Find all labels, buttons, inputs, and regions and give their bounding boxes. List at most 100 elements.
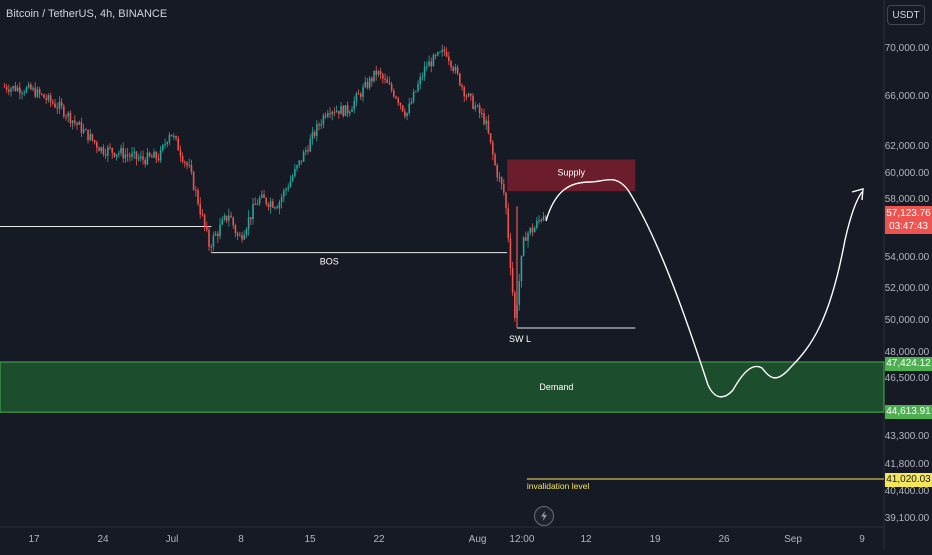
candle-up xyxy=(16,87,19,91)
demand-top-price: 47,424.12 xyxy=(886,358,931,369)
projection-arrowhead xyxy=(851,188,864,201)
candle-up xyxy=(355,93,358,101)
candle-down xyxy=(397,98,400,104)
candle-down xyxy=(465,96,468,98)
candle-down xyxy=(217,233,219,237)
x-tick-label: 17 xyxy=(28,534,40,545)
candle-up xyxy=(118,153,120,155)
last-price-value: 57,123.76 xyxy=(886,208,931,219)
candle-down xyxy=(104,153,107,156)
candle-up xyxy=(115,154,118,157)
candle-down xyxy=(404,111,406,117)
lightning-icon[interactable] xyxy=(534,506,554,526)
candle-down xyxy=(38,89,41,94)
candle-up xyxy=(421,76,424,78)
candle-down xyxy=(3,86,6,88)
candle-down xyxy=(184,161,186,163)
candle-up xyxy=(245,229,248,235)
candle-down xyxy=(155,152,158,159)
candle-down xyxy=(346,105,349,114)
candle-up xyxy=(256,203,259,205)
x-tick-label: 12:00 xyxy=(509,534,534,545)
candle-up xyxy=(212,235,215,248)
currency-selector[interactable]: USDT xyxy=(887,5,925,25)
candle-up xyxy=(368,78,371,88)
x-tick-label: 12 xyxy=(580,534,592,545)
candle-down xyxy=(489,133,492,143)
candle-up xyxy=(340,106,342,115)
candle-down xyxy=(329,113,331,115)
candle-down xyxy=(507,208,510,239)
candle-down xyxy=(393,90,395,97)
candle-down xyxy=(102,147,105,154)
candle-up xyxy=(107,147,109,156)
candle-down xyxy=(232,217,235,226)
candle-down xyxy=(445,51,448,57)
x-tick-label: Aug xyxy=(469,534,487,545)
candle-up xyxy=(527,233,529,241)
candle-down xyxy=(175,135,177,139)
candle-down xyxy=(379,71,382,75)
candle-up xyxy=(335,110,338,113)
candle-down xyxy=(199,203,202,215)
candle-up xyxy=(327,113,329,117)
candle-up xyxy=(78,122,81,125)
candle-down xyxy=(496,165,499,178)
y-tick-label: 58,000.00 xyxy=(885,194,930,205)
candle-down xyxy=(126,154,129,156)
candle-down xyxy=(186,162,188,166)
last-price-tag: 57,123.76 03:47:43 xyxy=(885,206,932,234)
y-tick-label: 48,000.00 xyxy=(885,347,930,358)
candle-up xyxy=(23,92,26,94)
candle-down xyxy=(80,122,83,133)
supply-zone-label: Supply xyxy=(557,168,585,178)
candle-up xyxy=(219,224,221,237)
candle-down xyxy=(208,229,210,247)
candle-down xyxy=(41,93,43,95)
candle-up xyxy=(520,255,523,282)
candle-down xyxy=(500,177,503,185)
candle-up xyxy=(140,156,142,159)
candle-up xyxy=(518,281,521,305)
candle-up xyxy=(294,168,296,177)
candle-down xyxy=(371,78,373,82)
candle-up xyxy=(252,203,254,220)
candle-up xyxy=(373,70,375,82)
candle-down xyxy=(360,93,362,97)
candle-up xyxy=(289,180,292,188)
candle-up xyxy=(131,153,133,157)
candle-down xyxy=(430,61,433,67)
candle-down xyxy=(111,147,114,153)
candle-down xyxy=(456,67,459,74)
invalidation-price: 41,020.03 xyxy=(886,474,931,485)
x-tick-label: 24 xyxy=(97,534,109,545)
candle-up xyxy=(162,144,164,150)
candle-down xyxy=(122,147,125,159)
candle-down xyxy=(19,87,21,94)
y-tick-label: 70,000.00 xyxy=(885,43,930,54)
candle-down xyxy=(14,86,17,91)
candle-down xyxy=(49,95,52,102)
candle-down xyxy=(234,225,237,234)
candle-up xyxy=(168,134,171,143)
candle-up xyxy=(261,194,263,198)
candle-up xyxy=(353,100,356,110)
candle-down xyxy=(525,237,527,241)
candle-down xyxy=(254,203,257,205)
candle-down xyxy=(434,54,437,56)
candle-up xyxy=(228,215,230,221)
candle-down xyxy=(511,268,514,293)
candle-up xyxy=(283,190,285,198)
y-tick-label: 39,100.00 xyxy=(885,513,930,524)
candle-down xyxy=(230,215,232,218)
candle-up xyxy=(536,220,538,228)
candle-up xyxy=(100,147,103,152)
candle-up xyxy=(320,124,323,126)
candle-up xyxy=(239,235,241,237)
candle-down xyxy=(63,105,65,117)
candle-down xyxy=(514,292,516,318)
candle-up xyxy=(311,131,314,140)
candle-down xyxy=(472,95,474,109)
